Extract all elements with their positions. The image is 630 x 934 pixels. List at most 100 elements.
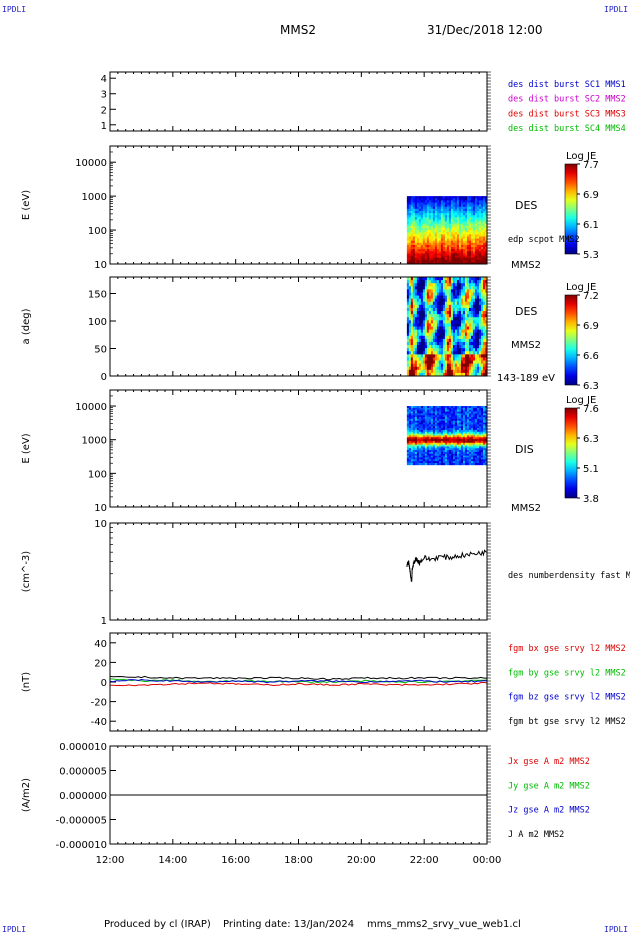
heatmap-cell: [412, 457, 416, 460]
heatmap-cell: [470, 251, 474, 254]
heatmap-cell: [460, 431, 464, 434]
heatmap-cell: [466, 450, 470, 453]
heatmap-cell: [428, 280, 432, 284]
heatmap-cell: [452, 451, 456, 455]
heatmap-cell: [448, 314, 452, 318]
heatmap-cell: [474, 227, 478, 231]
heatmap-cell: [416, 409, 420, 412]
heatmap-cell: [468, 323, 472, 327]
heatmap-cell: [428, 360, 432, 365]
heatmap-cell: [474, 217, 478, 220]
heatmap-cell: [410, 462, 414, 466]
heatmap-cell: [428, 335, 432, 340]
heatmap-cell: [434, 253, 438, 256]
heatmap-cell: [444, 200, 448, 203]
heatmap-cell: [458, 320, 462, 324]
heatmap-cell: [406, 223, 410, 227]
heatmap-cell: [424, 428, 428, 431]
heatmap-cell: [470, 307, 474, 312]
heatmap-cell: [420, 210, 424, 214]
heatmap-cell: [446, 437, 450, 440]
y-tick-label: 0.000000: [59, 791, 107, 802]
heatmap-cell: [462, 304, 466, 309]
heatmap-cell: [464, 198, 468, 201]
heatmap-cell: [418, 236, 422, 239]
heatmap-cell: [452, 249, 456, 252]
heatmap-cell: [442, 295, 446, 300]
heatmap-cell: [424, 210, 428, 214]
heatmap-cell: [458, 307, 462, 312]
heatmap-cell: [458, 304, 462, 309]
heatmap-cell: [414, 366, 418, 371]
heatmap-cell: [424, 298, 428, 303]
heatmap-cell: [472, 372, 476, 377]
heatmap-cell: [414, 442, 418, 445]
heatmap-cell: [442, 208, 446, 212]
heatmap-cell: [424, 240, 428, 244]
heatmap-cell: [468, 249, 472, 252]
heatmap-cell: [476, 335, 480, 340]
heatmap-cell: [432, 360, 436, 365]
heatmap-cell: [470, 450, 474, 453]
heatmap-cell: [460, 289, 464, 293]
heatmap-cell: [458, 455, 462, 458]
heatmap-cell: [484, 261, 488, 265]
heatmap-cell: [442, 219, 446, 222]
heatmap-cell: [468, 221, 472, 225]
heatmap-cell: [484, 202, 488, 206]
heatmap-cell: [460, 329, 464, 334]
heatmap-cell: [426, 450, 430, 453]
heatmap-cell: [458, 431, 462, 434]
heatmap-cell: [444, 415, 448, 418]
heatmap-cell: [464, 196, 468, 199]
heatmap-cell: [474, 442, 478, 445]
heatmap-cell: [438, 422, 442, 425]
heatmap-cell: [444, 208, 448, 212]
heatmap-cell: [460, 450, 464, 453]
heatmap-cell: [416, 426, 420, 429]
heatmap-cell: [460, 366, 464, 371]
heatmap-cell: [476, 261, 480, 265]
heatmap-cell: [460, 204, 464, 208]
heatmap-cell: [430, 446, 434, 449]
heatmap-cell: [412, 326, 416, 330]
heatmap-cell: [412, 418, 416, 422]
heatmap-cell: [442, 307, 446, 312]
heatmap-cell: [468, 280, 472, 284]
heatmap-cell: [480, 345, 484, 349]
heatmap-cell: [414, 357, 418, 361]
heatmap-cell: [458, 351, 462, 355]
y-tick-label: 10: [94, 503, 107, 514]
heatmap-cell: [432, 320, 436, 324]
heatmap-cell: [424, 451, 428, 455]
heatmap-cell: [444, 255, 448, 259]
heatmap-cell: [428, 295, 432, 300]
heatmap-cell: [406, 453, 410, 456]
heatmap-cell: [482, 320, 486, 324]
heatmap-cell: [478, 255, 482, 259]
heatmap-cell: [408, 332, 412, 337]
heatmap-cell: [424, 249, 428, 252]
heatmap-cell: [438, 413, 442, 416]
heatmap-cell: [456, 225, 460, 229]
heatmap-cell: [456, 255, 460, 259]
heatmap-cell: [466, 417, 470, 420]
heatmap-cell: [410, 198, 414, 201]
heatmap-cell: [444, 251, 448, 254]
heatmap-cell: [420, 242, 424, 246]
heatmap-cell: [452, 323, 456, 327]
heatmap-cell: [480, 363, 484, 368]
heatmap-cell: [422, 242, 426, 246]
heatmap-cell: [454, 257, 458, 261]
heatmap-cell: [434, 420, 438, 423]
heatmap-cell: [424, 314, 428, 318]
heatmap-cell: [440, 320, 444, 324]
heatmap-cell: [410, 428, 414, 431]
heatmap-cell: [452, 411, 456, 414]
heatmap-cell: [406, 230, 410, 233]
heatmap-cell: [410, 407, 414, 411]
heatmap-cell: [478, 415, 482, 418]
heatmap-cell: [466, 446, 470, 449]
heatmap-cell: [474, 366, 478, 371]
heatmap-cell: [432, 301, 436, 306]
